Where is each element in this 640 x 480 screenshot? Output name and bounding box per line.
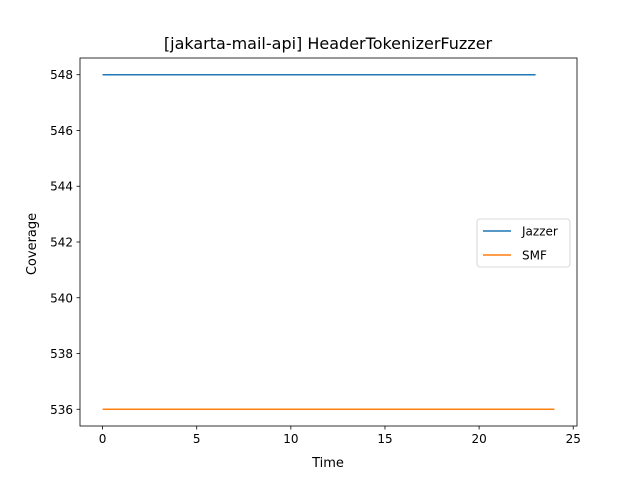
x-tick-label: 10: [283, 432, 298, 446]
y-tick-label: 548: [50, 68, 73, 82]
y-tick-label: 536: [50, 403, 73, 417]
x-axis-label: Time: [311, 456, 344, 471]
plot-area: 0 5 10 15 20 25 536 538 540 542 544 546 548: [50, 57, 581, 446]
y-tick-label: 544: [50, 180, 73, 194]
y-tick-label: 538: [50, 347, 73, 361]
legend-label-jazzer: Jazzer: [521, 225, 558, 239]
chart-title: [jakarta-mail-api] HeaderTokenizerFuzzer: [164, 34, 493, 53]
x-tick-label: 0: [99, 432, 107, 446]
x-tick-label: 20: [471, 432, 486, 446]
x-tick-label: 5: [193, 432, 201, 446]
legend: Jazzer SMF: [476, 218, 571, 268]
y-tick-label: 542: [50, 236, 73, 250]
x-tick-label: 25: [566, 432, 581, 446]
y-axis-label: Coverage: [25, 213, 40, 275]
legend-label-smf: SMF: [522, 249, 547, 263]
x-tick-label: 15: [377, 432, 392, 446]
y-tick-label: 540: [50, 291, 73, 305]
y-tick-label: 546: [50, 124, 73, 138]
